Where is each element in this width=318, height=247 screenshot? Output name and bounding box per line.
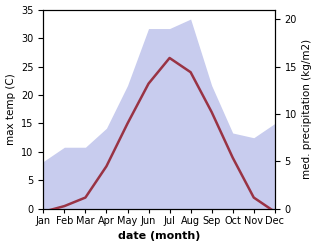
X-axis label: date (month): date (month) — [118, 231, 200, 242]
Y-axis label: med. precipitation (kg/m2): med. precipitation (kg/m2) — [302, 39, 313, 179]
Y-axis label: max temp (C): max temp (C) — [5, 73, 16, 145]
